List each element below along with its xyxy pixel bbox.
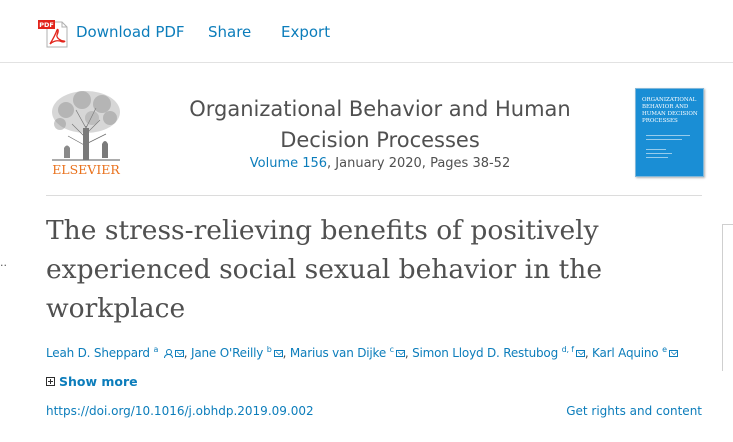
header-divider [46,195,702,196]
share-button[interactable]: Share [208,23,252,41]
person-icon[interactable] [163,349,173,358]
author-link[interactable]: Jane O'Reilly [191,346,264,360]
author-link[interactable]: Marius van Dijke [289,346,387,360]
article-toolbar: PDF Download PDF Share Export [0,0,733,63]
volume-link[interactable]: Volume 156 [249,156,328,171]
cover-line [646,149,666,150]
cover-line [646,157,668,158]
elsevier-logo[interactable]: ELSEVIER [46,88,126,176]
author-link[interactable]: Leah D. Sheppard [46,346,150,360]
author-affiliation[interactable]: a [153,345,159,354]
rights-link[interactable]: Get rights and content [566,404,702,418]
issue-info: , January 2020, Pages 38-52 [327,156,511,171]
author-affiliation[interactable]: b [266,345,272,354]
volume-info: Volume 156, January 2020, Pages 38-52 [150,156,610,171]
svg-text:ELSEVIER: ELSEVIER [52,162,120,176]
cover-line [646,139,682,140]
author-link[interactable]: Karl Aquino [592,346,659,360]
pdf-icon[interactable]: PDF [38,19,68,48]
author-list: Leah D. Sheppard a , Jane O'Reilly b, Ma… [46,345,678,360]
email-icon[interactable] [575,350,585,357]
download-pdf-button[interactable]: Download PDF [76,23,185,41]
email-icon[interactable] [174,350,184,357]
cover-line [646,153,672,154]
journal-cover-image[interactable]: Organizational Behavior and Human Decisi… [635,88,704,177]
cover-line [646,135,690,136]
export-button[interactable]: Export [281,23,331,41]
svg-text:PDF: PDF [39,21,54,29]
show-more-label: Show more [59,374,138,389]
author-affiliation[interactable]: e [662,345,667,354]
cover-title: Organizational Behavior and Human Decisi… [642,97,698,124]
left-edge-marker: .. [0,256,7,269]
email-icon[interactable] [395,350,405,357]
journal-title[interactable]: Organizational Behavior and Human Decisi… [189,97,571,152]
article-title: The stress-relieving benefits of positiv… [46,215,603,324]
email-icon[interactable] [668,350,678,357]
show-more-button[interactable]: Show more [46,374,138,389]
side-panel-edge [722,224,733,371]
expand-icon [46,377,55,386]
doi-link[interactable]: https://doi.org/10.1016/j.obhdp.2019.09.… [46,404,314,418]
email-icon[interactable] [273,350,283,357]
author-link[interactable]: Simon Lloyd D. Restubog [412,346,558,360]
author-affiliation[interactable]: d, f [561,345,574,354]
author-affiliation[interactable]: c [389,345,394,354]
